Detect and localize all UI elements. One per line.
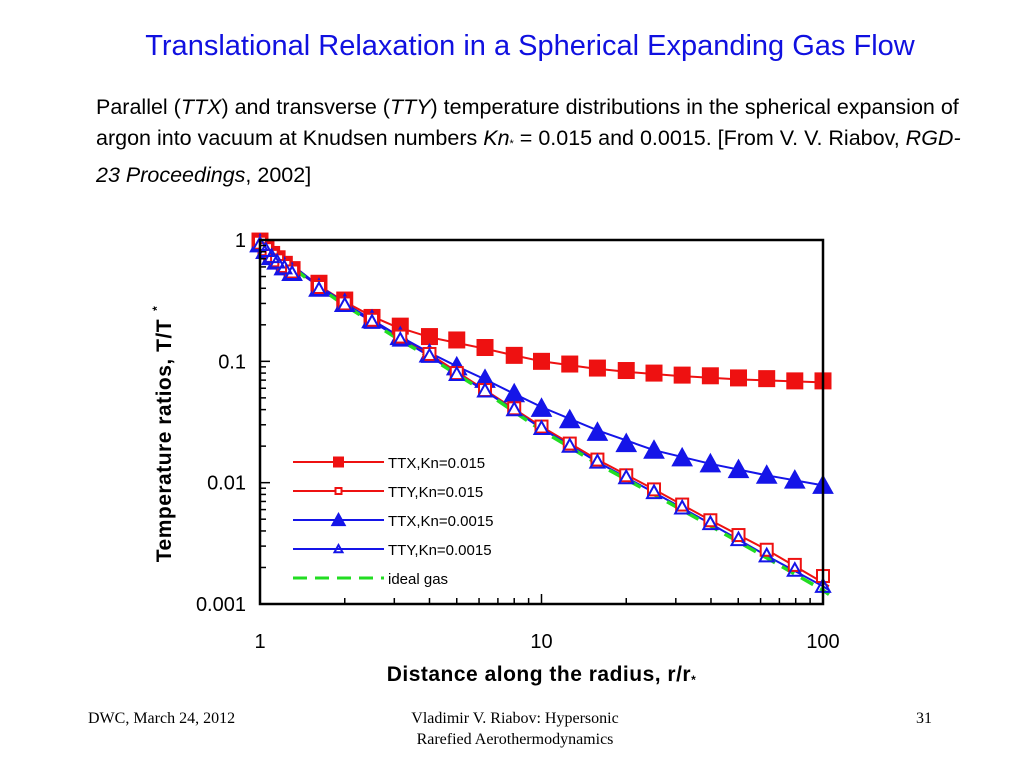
data-point-marker xyxy=(275,258,294,275)
y-tick-label: 0.01 xyxy=(207,473,246,495)
data-point-marker xyxy=(561,355,579,373)
figure-caption: Parallel (TTX) and transverse (TTY) temp… xyxy=(96,92,976,191)
data-point-marker xyxy=(701,514,720,531)
caption-part-1: Parallel ( xyxy=(96,95,181,119)
data-point-marker xyxy=(786,372,804,390)
data-point-marker xyxy=(262,247,281,264)
data-point-marker xyxy=(643,439,665,459)
caption-proceedings: RGD-23 Proceedings xyxy=(96,126,961,187)
slide-number: 31 xyxy=(916,710,932,727)
axis-ticks xyxy=(259,244,811,605)
data-point-marker xyxy=(283,264,301,281)
data-point-marker xyxy=(783,469,806,489)
data-point-marker xyxy=(257,241,275,258)
data-point-marker xyxy=(615,432,638,453)
legend-label: TTX,Kn=0.0015 xyxy=(388,513,493,530)
data-point-marker xyxy=(448,365,466,382)
legend-label: ideal gas xyxy=(388,571,448,588)
data-point-marker xyxy=(588,452,607,469)
caption-tty: TTY xyxy=(389,95,431,119)
data-point-marker xyxy=(561,437,579,453)
data-point-marker xyxy=(727,458,750,479)
caption-part-2: ) and transverse ( xyxy=(221,95,390,119)
data-point-marker xyxy=(758,370,776,388)
data-point-marker xyxy=(330,511,347,527)
data-point-marker xyxy=(363,313,381,329)
y-tick-label: 1 xyxy=(235,230,246,252)
caption-kn-subscript: * xyxy=(509,138,514,150)
chart-legend: TTX,Kn=0.015 TTY,Kn=0.015 TTX,Kn=0.0015 TTY… xyxy=(293,455,493,588)
caption-kn: Kn xyxy=(483,126,510,150)
data-point-marker xyxy=(503,382,526,403)
data-point-marker xyxy=(558,408,581,429)
data-point-marker xyxy=(268,252,286,269)
data-point-marker xyxy=(505,400,523,417)
data-point-marker xyxy=(730,369,748,387)
data-point-marker xyxy=(645,483,663,500)
footer-author-line-2: Rarefied Aerothermodynamics xyxy=(416,731,614,748)
data-point-marker xyxy=(310,280,328,297)
y-tick-label: 0.1 xyxy=(218,351,246,373)
legend-label: TTY,Kn=0.0015 xyxy=(388,542,492,559)
data-point-marker xyxy=(420,347,439,363)
caption-part-3: ) temperature distributions in the spher… xyxy=(96,95,959,150)
y-axis-label: Temperature ratios, T/T * xyxy=(150,306,176,563)
data-point-marker xyxy=(755,464,778,484)
data-point-marker xyxy=(758,546,776,563)
data-point-marker xyxy=(448,331,466,349)
footer-author: Vladimir V. Riabov: Hypersonic Rarefied A… xyxy=(340,708,690,750)
x-axis-label-text: Distance along the radius, r/r xyxy=(387,663,691,686)
data-point-marker xyxy=(332,542,345,554)
data-point-marker xyxy=(532,419,551,436)
data-point-marker xyxy=(533,352,550,370)
data-point-marker xyxy=(334,487,343,495)
legend-label: TTX,Kn=0.015 xyxy=(388,455,485,472)
y-axis-label-text: Temperature ratios, T/T xyxy=(153,319,176,562)
data-point-marker xyxy=(673,366,691,384)
footer-author-line-1: Vladimir V. Riabov: Hypersonic xyxy=(411,710,619,727)
y-axis-label-subscript: * xyxy=(150,306,164,311)
data-point-marker xyxy=(505,346,523,364)
series-markers xyxy=(249,232,834,593)
x-axis-label-subscript: * xyxy=(691,673,696,687)
x-tick-label: 10 xyxy=(530,631,552,653)
caption-ttx: TTX xyxy=(180,95,222,119)
data-point-marker xyxy=(729,530,748,547)
data-point-marker xyxy=(476,381,494,398)
slide-title: Translational Relaxation in a Spherical … xyxy=(145,30,915,62)
data-point-marker xyxy=(617,362,635,380)
data-point-marker xyxy=(588,359,606,377)
data-point-marker xyxy=(701,367,719,385)
data-point-marker xyxy=(391,330,409,347)
data-point-marker xyxy=(420,328,438,346)
caption-part-5: , 2002] xyxy=(245,163,312,187)
axis-tick-labels: 1 10 100 1 0.1 0.01 0.001 xyxy=(196,230,840,653)
data-point-marker xyxy=(645,364,663,382)
data-point-marker xyxy=(530,397,553,417)
x-axis-label: Distance along the radius, r/r* xyxy=(387,663,697,687)
data-point-marker xyxy=(786,561,804,577)
data-point-marker xyxy=(699,452,722,473)
data-point-marker xyxy=(333,456,344,468)
caption-part-4: = 0.015 and 0.0015. [From V. V. Riabov, xyxy=(513,126,906,150)
data-point-marker xyxy=(617,468,635,485)
x-tick-label: 100 xyxy=(806,631,839,653)
footer-date: DWC, March 24, 2012 xyxy=(88,710,236,727)
data-point-marker xyxy=(671,446,694,467)
data-point-marker xyxy=(586,421,609,441)
data-point-marker xyxy=(476,339,494,357)
x-tick-label: 1 xyxy=(254,631,265,653)
data-point-marker xyxy=(336,296,354,312)
y-tick-label: 0.001 xyxy=(196,594,246,616)
legend-label: TTY,Kn=0.015 xyxy=(388,484,483,501)
data-point-marker xyxy=(673,498,691,515)
